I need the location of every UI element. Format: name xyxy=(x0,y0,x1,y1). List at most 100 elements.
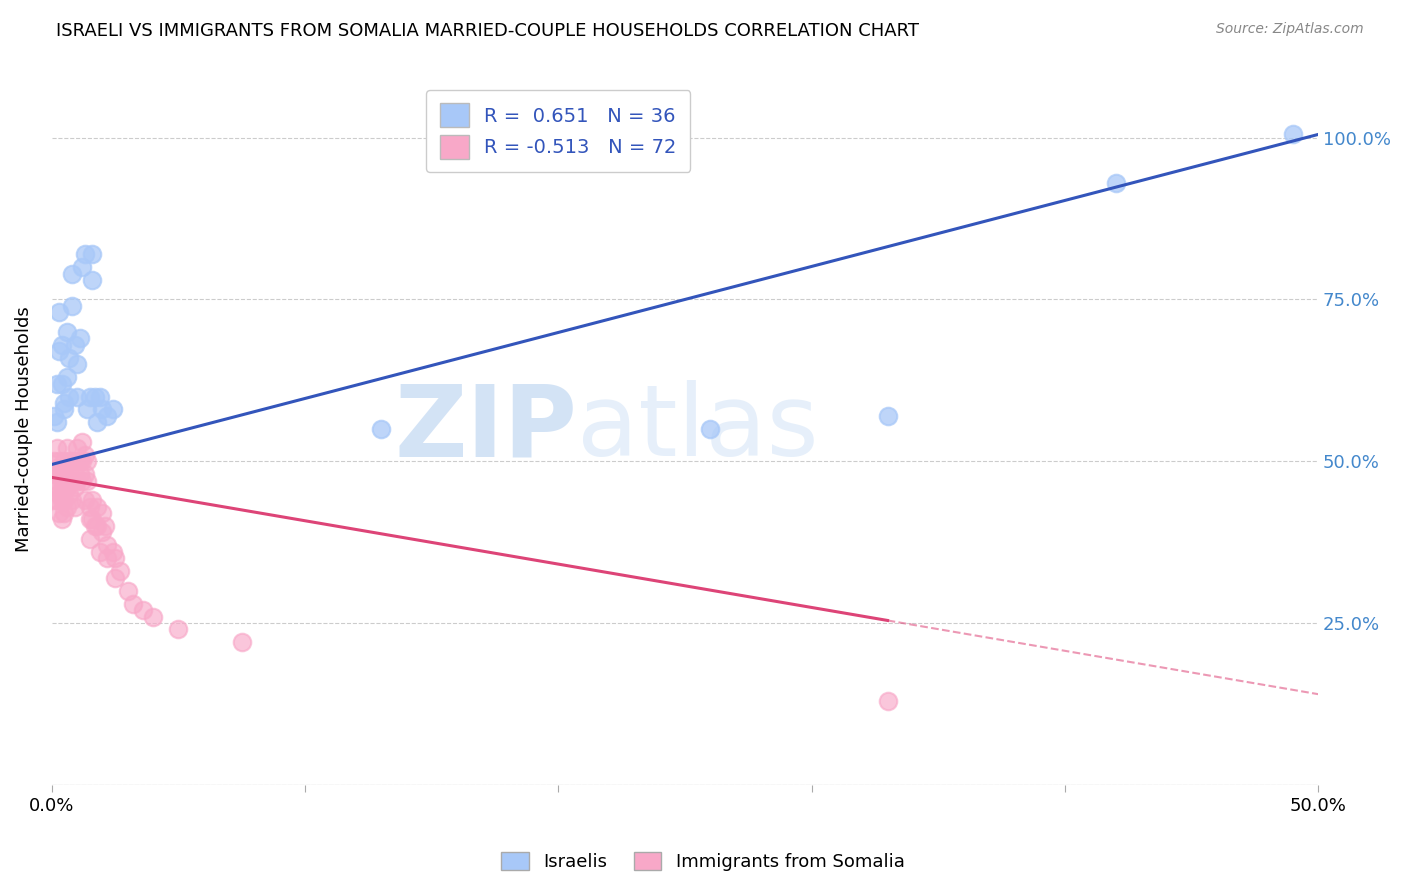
Point xyxy=(63,500,86,514)
Point xyxy=(70,454,93,468)
Text: atlas: atlas xyxy=(578,380,818,477)
Point xyxy=(108,564,131,578)
Point xyxy=(48,506,70,520)
Point xyxy=(44,454,66,468)
Point xyxy=(876,409,898,423)
Point xyxy=(89,390,111,404)
Point xyxy=(94,519,117,533)
Y-axis label: Married-couple Households: Married-couple Households xyxy=(15,306,32,552)
Point xyxy=(63,480,86,494)
Point xyxy=(86,500,108,514)
Point xyxy=(45,474,67,488)
Point xyxy=(96,551,118,566)
Point xyxy=(48,467,70,482)
Point xyxy=(53,467,76,482)
Point xyxy=(48,486,70,500)
Point xyxy=(53,506,76,520)
Point xyxy=(48,344,70,359)
Point xyxy=(66,454,89,468)
Point xyxy=(79,390,101,404)
Point xyxy=(91,525,114,540)
Point xyxy=(79,500,101,514)
Point xyxy=(56,442,79,456)
Point xyxy=(79,532,101,546)
Point xyxy=(82,273,104,287)
Point xyxy=(91,506,114,520)
Point xyxy=(45,493,67,508)
Point xyxy=(89,545,111,559)
Point xyxy=(70,474,93,488)
Point xyxy=(44,493,66,508)
Point xyxy=(876,693,898,707)
Point xyxy=(70,260,93,274)
Point xyxy=(51,512,73,526)
Point xyxy=(53,480,76,494)
Point xyxy=(48,454,70,468)
Point xyxy=(121,597,143,611)
Point xyxy=(101,545,124,559)
Point xyxy=(69,331,91,345)
Point xyxy=(44,467,66,482)
Point xyxy=(66,442,89,456)
Point xyxy=(53,493,76,508)
Point xyxy=(53,396,76,410)
Point xyxy=(66,357,89,371)
Point xyxy=(83,390,105,404)
Point xyxy=(53,402,76,417)
Legend: Israelis, Immigrants from Somalia: Israelis, Immigrants from Somalia xyxy=(495,845,911,879)
Point xyxy=(56,480,79,494)
Point xyxy=(76,454,98,468)
Point xyxy=(132,603,155,617)
Point xyxy=(56,460,79,475)
Point xyxy=(51,480,73,494)
Point xyxy=(82,512,104,526)
Point xyxy=(58,390,80,404)
Point xyxy=(69,454,91,468)
Point xyxy=(73,247,96,261)
Point xyxy=(51,460,73,475)
Point xyxy=(56,500,79,514)
Point xyxy=(1281,128,1303,142)
Point xyxy=(70,434,93,449)
Point xyxy=(142,609,165,624)
Point xyxy=(45,442,67,456)
Point xyxy=(79,512,101,526)
Text: ISRAELI VS IMMIGRANTS FROM SOMALIA MARRIED-COUPLE HOUSEHOLDS CORRELATION CHART: ISRAELI VS IMMIGRANTS FROM SOMALIA MARRI… xyxy=(56,22,920,40)
Point xyxy=(82,493,104,508)
Point xyxy=(60,299,83,313)
Point xyxy=(56,370,79,384)
Point xyxy=(69,467,91,482)
Point xyxy=(86,519,108,533)
Point xyxy=(66,474,89,488)
Point xyxy=(1104,176,1126,190)
Point xyxy=(96,538,118,552)
Point xyxy=(45,416,67,430)
Point xyxy=(44,409,66,423)
Point xyxy=(58,474,80,488)
Point xyxy=(96,409,118,423)
Legend: R =  0.651   N = 36, R = -0.513   N = 72: R = 0.651 N = 36, R = -0.513 N = 72 xyxy=(426,90,690,172)
Point xyxy=(73,448,96,462)
Point xyxy=(63,337,86,351)
Point xyxy=(117,583,139,598)
Point xyxy=(83,519,105,533)
Point xyxy=(60,474,83,488)
Point xyxy=(56,325,79,339)
Point xyxy=(44,480,66,494)
Point xyxy=(60,454,83,468)
Point xyxy=(60,267,83,281)
Point xyxy=(45,460,67,475)
Point xyxy=(63,460,86,475)
Point xyxy=(73,467,96,482)
Point xyxy=(699,422,721,436)
Point xyxy=(58,486,80,500)
Point xyxy=(370,422,392,436)
Point xyxy=(76,402,98,417)
Point xyxy=(53,454,76,468)
Point xyxy=(48,305,70,319)
Point xyxy=(45,376,67,391)
Point xyxy=(60,493,83,508)
Point xyxy=(51,493,73,508)
Text: Source: ZipAtlas.com: Source: ZipAtlas.com xyxy=(1216,22,1364,37)
Point xyxy=(91,402,114,417)
